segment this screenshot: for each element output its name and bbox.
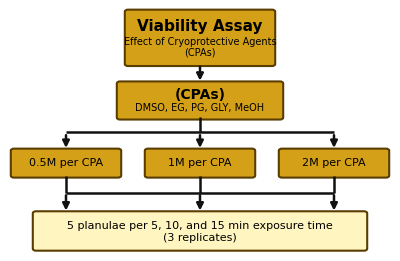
- Text: DMSO, EG, PG, GLY, MeOH: DMSO, EG, PG, GLY, MeOH: [136, 103, 264, 113]
- Text: (CPAs): (CPAs): [174, 88, 226, 102]
- Text: (CPAs): (CPAs): [184, 47, 216, 57]
- Text: 1M per CPA: 1M per CPA: [168, 158, 232, 168]
- Text: Effect of Cryoprotective Agents: Effect of Cryoprotective Agents: [124, 37, 276, 47]
- Text: 0.5M per CPA: 0.5M per CPA: [29, 158, 103, 168]
- FancyBboxPatch shape: [117, 81, 283, 120]
- FancyBboxPatch shape: [125, 10, 275, 66]
- Text: (3 replicates): (3 replicates): [163, 233, 237, 242]
- FancyBboxPatch shape: [145, 149, 255, 178]
- FancyBboxPatch shape: [11, 149, 121, 178]
- FancyBboxPatch shape: [33, 211, 367, 251]
- FancyBboxPatch shape: [279, 149, 389, 178]
- Text: Viability Assay: Viability Assay: [137, 19, 263, 34]
- Text: 5 planulae per 5, 10, and 15 min exposure time: 5 planulae per 5, 10, and 15 min exposur…: [67, 221, 333, 231]
- Text: 2M per CPA: 2M per CPA: [302, 158, 366, 168]
